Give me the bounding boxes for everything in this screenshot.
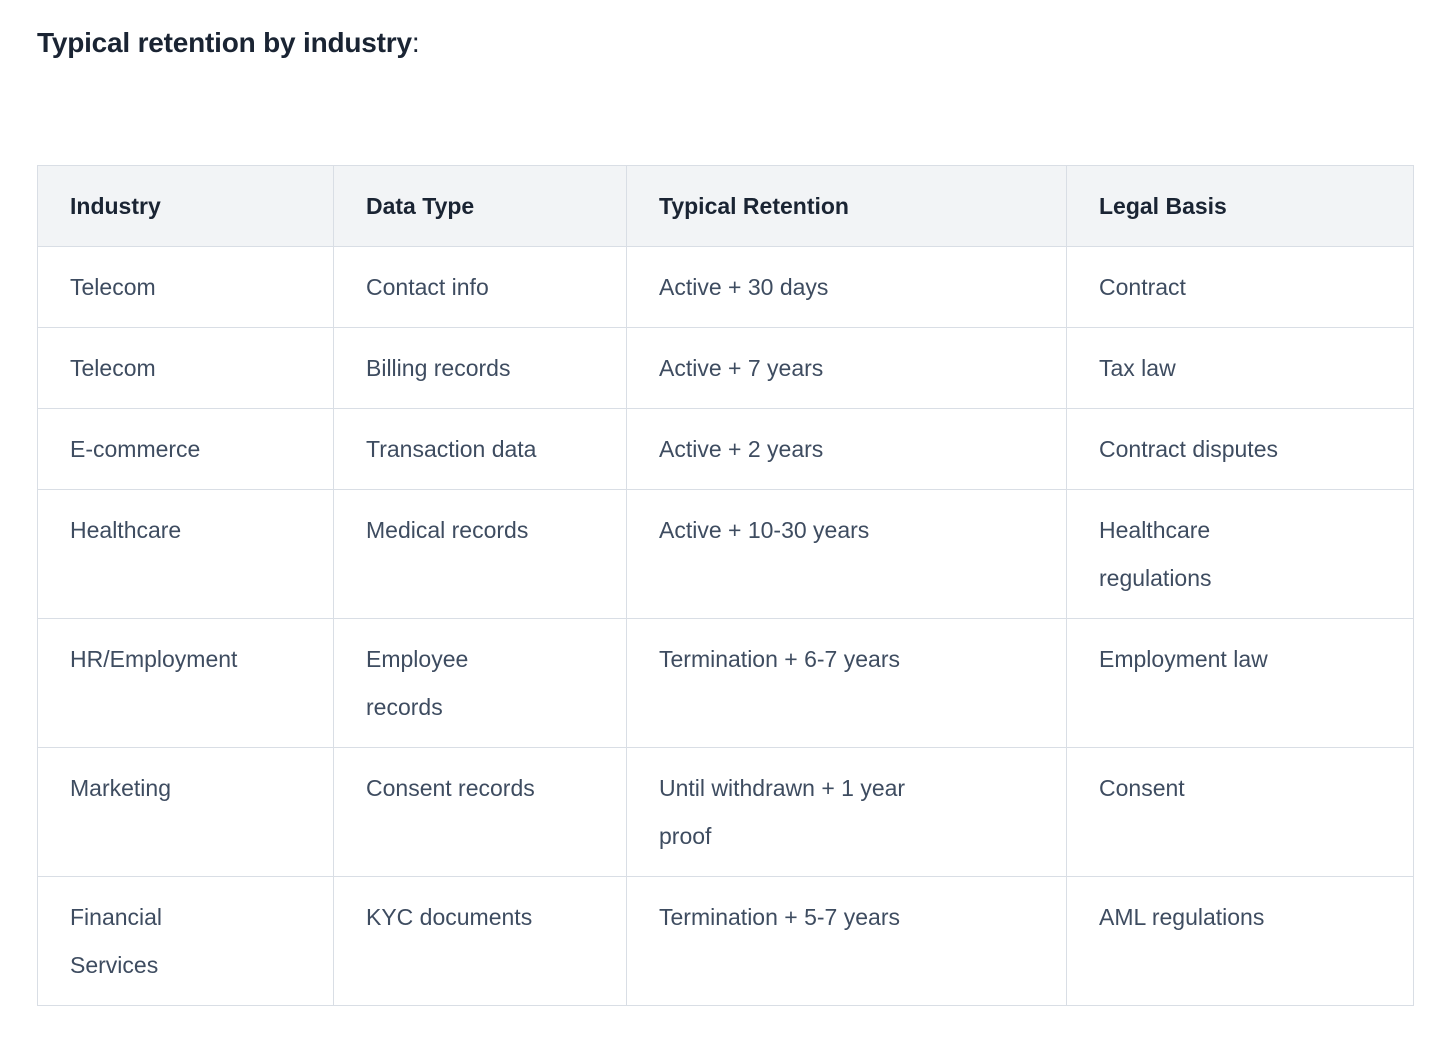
page-title: Typical retention by industry: — [37, 24, 1413, 62]
table-row: Marketing Consent records Until withdrawn … — [37, 747, 1414, 877]
table-cell: Medical records — [333, 489, 627, 619]
column-header-typical-retention: Typical Retention — [626, 165, 1067, 247]
table-cell: Financial Services — [37, 876, 334, 1006]
table-row: HR/Employment Employee records Termination… — [37, 618, 1414, 748]
table-cell: Contact info — [333, 246, 627, 328]
table-row: Telecom Billing records Active + 7 years Ta… — [37, 327, 1414, 409]
column-header-industry: Industry — [37, 165, 334, 247]
table-cell: Until withdrawn + 1 year proof — [626, 747, 1067, 877]
table-cell: Consent — [1066, 747, 1414, 877]
retention-table: Industry Data Type Typical Retention Leg… — [37, 165, 1414, 1006]
column-header-legal-basis: Legal Basis — [1066, 165, 1414, 247]
table-row: Financial Services KYC documents Terminati… — [37, 876, 1414, 1006]
table-cell: Active + 30 days — [626, 246, 1067, 328]
table-row: Telecom Contact info Active + 30 days Contr… — [37, 246, 1414, 328]
page: Typical retention by industry: Industry … — [37, 24, 1414, 1006]
table-cell: E-commerce — [37, 408, 334, 490]
table-cell: Healthcare regulations — [1066, 489, 1414, 619]
table-cell: Healthcare — [37, 489, 334, 619]
table-cell: Termination + 6-7 years — [626, 618, 1067, 748]
table-cell: Termination + 5-7 years — [626, 876, 1067, 1006]
table-cell: AML regulations — [1066, 876, 1414, 1006]
table-cell: HR/Employment — [37, 618, 334, 748]
table-cell: Tax law — [1066, 327, 1414, 409]
table-cell: Active + 10-30 years — [626, 489, 1067, 619]
table-row: Healthcare Medical records Active + 10-30 … — [37, 489, 1414, 619]
table-cell: KYC documents — [333, 876, 627, 1006]
table-cell: Consent records — [333, 747, 627, 877]
table-cell: Active + 7 years — [626, 327, 1067, 409]
table-cell: Active + 2 years — [626, 408, 1067, 490]
table-cell: Transaction data — [333, 408, 627, 490]
table-cell: Marketing — [37, 747, 334, 877]
table-cell: Employee records — [333, 618, 627, 748]
table-header-row: Industry Data Type Typical Retention Leg… — [37, 165, 1414, 247]
page-title-colon: : — [411, 27, 420, 58]
table-cell: Telecom — [37, 327, 334, 409]
table-cell: Contract — [1066, 246, 1414, 328]
table-row: E-commerce Transaction data Active + 2 yea… — [37, 408, 1414, 490]
column-header-data-type: Data Type — [333, 165, 627, 247]
table-cell: Contract disputes — [1066, 408, 1414, 490]
table-cell: Telecom — [37, 246, 334, 328]
table-cell: Billing records — [333, 327, 627, 409]
table-cell: Employment law — [1066, 618, 1414, 748]
page-title-bold: Typical retention by industry — [37, 27, 412, 58]
